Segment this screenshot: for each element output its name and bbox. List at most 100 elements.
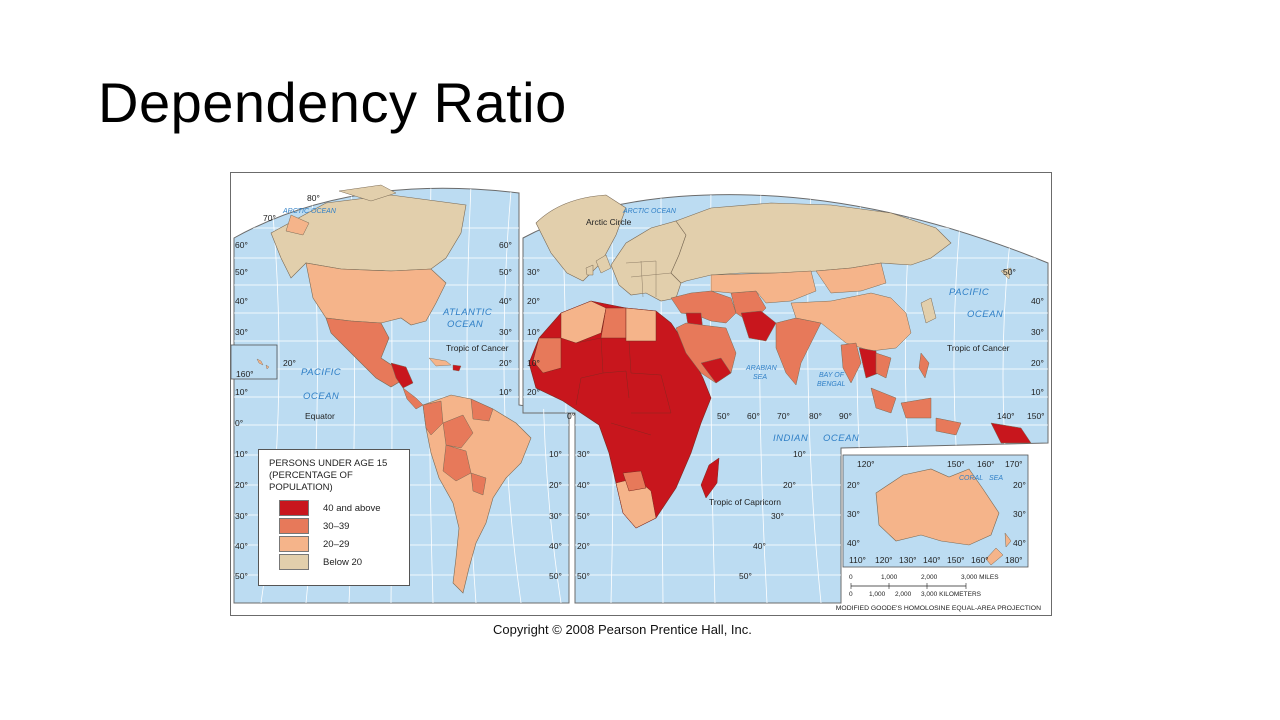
deg-mid: 50° <box>577 571 590 581</box>
slide-title: Dependency Ratio <box>98 71 567 134</box>
deg-left: 70° <box>263 213 276 223</box>
label-arabian-2: SEA <box>753 374 767 381</box>
deg-mid: 10° <box>549 449 562 459</box>
legend-title-line: (PERCENTAGE OF <box>269 470 353 481</box>
deg-left: 40° <box>235 296 248 306</box>
copyright-notice: Copyright © 2008 Pearson Prentice Hall, … <box>493 622 752 637</box>
deg-inset: 180° <box>1005 555 1023 565</box>
deg-left: 30° <box>235 511 248 521</box>
region-europe <box>585 220 687 302</box>
deg-left: 80° <box>307 193 320 203</box>
label-bengal-1: BAY OF <box>819 372 845 379</box>
deg-right: 30° <box>771 511 784 521</box>
deg-misc: 50° <box>577 511 590 521</box>
deg-mid: 30° <box>499 327 512 337</box>
legend-item: 40 and above <box>279 500 381 516</box>
region-south-america <box>422 394 532 594</box>
deg-right: 40° <box>1031 296 1044 306</box>
deg-inset: 160° <box>971 555 989 565</box>
label-indian-1: INDIAN <box>773 433 808 444</box>
scale-miles-3000: 3,000 MILES <box>961 574 999 581</box>
deg-inset: 30° <box>1013 509 1026 519</box>
label-pacific-right-1: PACIFIC <box>949 287 989 298</box>
legend-title-line: POPULATION) <box>269 482 333 493</box>
scale-miles-0: 0 <box>849 574 853 581</box>
deg-inset: 120° <box>857 459 875 469</box>
legend-swatch-40 <box>279 500 309 516</box>
legend-title-line: PERSONS UNDER AGE 15 <box>269 458 388 469</box>
legend-label: 20–29 <box>323 538 350 550</box>
label-coral-sea: SEA <box>989 475 1003 482</box>
deg-right: 30° <box>1031 327 1044 337</box>
scale-km-0: 0 <box>849 591 853 598</box>
legend-label: Below 20 <box>323 556 363 568</box>
deg-mid: 20° <box>549 480 562 490</box>
deg-long: 90° <box>839 411 852 421</box>
region-asia <box>710 262 1032 444</box>
deg-inset: 40° <box>1013 538 1026 548</box>
deg-right: 50° <box>739 571 752 581</box>
deg-mid: 50° <box>549 571 562 581</box>
deg-inset: 30° <box>847 509 860 519</box>
label-atlantic-2: OCEAN <box>447 319 483 330</box>
deg-misc: 10° <box>527 327 540 337</box>
label-atlantic-1: ATLANTIC <box>442 307 492 318</box>
label-pacific-left-2: OCEAN <box>303 391 339 402</box>
scale-miles-1000: 1,000 <box>881 574 898 581</box>
legend-title: PERSONS UNDER AGE 15 (PERCENTAGE OF POPU… <box>269 458 404 494</box>
legend-swatch-30 <box>279 518 309 534</box>
deg-right: 20° <box>1031 358 1044 368</box>
deg-left: 40° <box>235 541 248 551</box>
deg-right: 50° <box>1003 267 1016 277</box>
deg-misc: 20° <box>527 387 540 397</box>
deg-inset: 160° <box>977 459 995 469</box>
deg-long: 60° <box>747 411 760 421</box>
deg-right: 10° <box>1031 387 1044 397</box>
map-legend: PERSONS UNDER AGE 15 (PERCENTAGE OF POPU… <box>258 449 410 586</box>
deg-mid: 50° <box>499 267 512 277</box>
deg-mid: 20° <box>499 358 512 368</box>
deg-inset: 20° <box>847 480 860 490</box>
label-bengal-2: BENGAL <box>817 381 846 388</box>
scale-km-3000: 3,000 KILOMETERS <box>921 591 981 598</box>
deg-mid: 10° <box>499 387 512 397</box>
deg-inset: 40° <box>847 538 860 548</box>
deg-left: 50° <box>235 571 248 581</box>
label-pacific-right-2: OCEAN <box>967 309 1003 320</box>
deg-left: 10° <box>235 449 248 459</box>
label-tropic-cancer-right: Tropic of Cancer <box>947 343 1010 353</box>
region-north-america <box>231 184 467 410</box>
legend-label: 40 and above <box>323 502 381 514</box>
label-tropic-cancer-left: Tropic of Cancer <box>446 343 509 353</box>
deg-right: 10° <box>793 449 806 459</box>
deg-inset: 150° <box>947 555 965 565</box>
deg-misc: 30° <box>577 449 590 459</box>
deg-left: 20° <box>283 358 296 368</box>
deg-long: 50° <box>717 411 730 421</box>
deg-long: 80° <box>809 411 822 421</box>
scale-miles-2000: 2,000 <box>921 574 938 581</box>
deg-mid: 40° <box>549 541 562 551</box>
region-australia <box>875 468 1012 566</box>
region-greenland <box>535 194 627 282</box>
deg-inset: 170° <box>1005 459 1023 469</box>
deg-pacific: 140° <box>997 411 1015 421</box>
legend-swatch-below <box>279 554 309 570</box>
deg-long: 70° <box>777 411 790 421</box>
legend-item: Below 20 <box>279 554 362 570</box>
deg-right: 20° <box>783 480 796 490</box>
deg-right: 40° <box>753 541 766 551</box>
legend-item: 30–39 <box>279 518 349 534</box>
world-map: ARCTIC OCEAN ARCTIC OCEAN ATLANTIC OCEAN… <box>230 172 1052 616</box>
label-arabian-1: ARABIAN <box>745 365 778 372</box>
label-arctic-circle: Arctic Circle <box>586 217 632 227</box>
deg-mid: 40° <box>499 296 512 306</box>
deg-misc: 20° <box>527 296 540 306</box>
deg-mid: 60° <box>499 240 512 250</box>
scale-bar <box>850 583 967 589</box>
deg-pacific: 150° <box>1027 411 1045 421</box>
label-arctic-left: ARCTIC OCEAN <box>282 208 337 215</box>
deg-inset: 110° <box>849 555 866 565</box>
deg-long: 0° <box>567 411 575 421</box>
deg-inset: 140° <box>923 555 941 565</box>
